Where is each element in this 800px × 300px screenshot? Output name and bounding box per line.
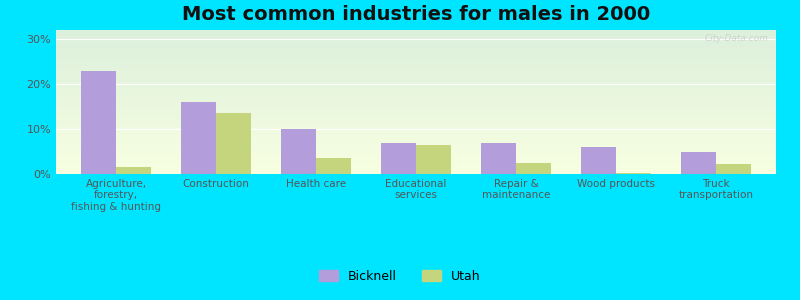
Text: City-Data.com: City-Data.com	[705, 34, 769, 43]
Bar	[281, 129, 316, 174]
Bar	[181, 102, 216, 174]
Bar	[481, 142, 516, 174]
Bar	[516, 163, 551, 174]
Title: Most common industries for males in 2000: Most common industries for males in 2000	[182, 5, 650, 24]
Bar	[681, 152, 716, 174]
Legend: Bicknell, Utah: Bicknell, Utah	[314, 265, 486, 288]
Bar	[616, 173, 651, 174]
Bar	[316, 158, 351, 174]
Bar	[81, 70, 116, 174]
Bar	[381, 142, 416, 174]
Bar	[116, 167, 151, 174]
Bar	[716, 164, 751, 174]
Bar	[416, 145, 451, 174]
Bar	[581, 147, 616, 174]
Bar	[216, 113, 251, 174]
